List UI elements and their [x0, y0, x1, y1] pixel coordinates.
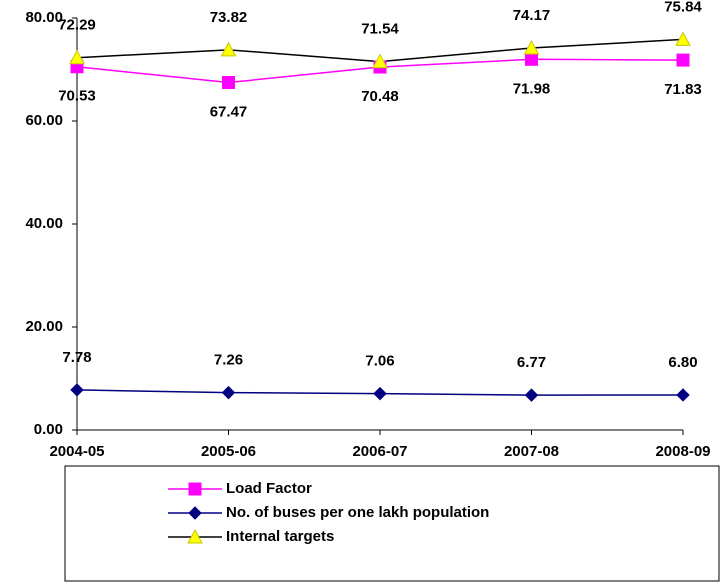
data-label: 7.26 [214, 352, 243, 369]
legend-label: Load Factor [226, 480, 312, 497]
marker [676, 53, 690, 67]
marker [70, 383, 84, 397]
x-tick-label: 2007-08 [504, 443, 559, 460]
data-label: 7.78 [62, 349, 91, 366]
marker [524, 388, 539, 402]
x-tick-label: 2005-06 [201, 443, 256, 460]
marker [675, 31, 691, 46]
data-label: 72.29 [58, 17, 96, 34]
marker [525, 52, 538, 66]
y-tick-label: 80.00 [25, 9, 63, 26]
marker [373, 386, 387, 401]
data-label: 67.47 [210, 103, 248, 120]
marker [523, 39, 540, 55]
y-tick-label: 40.00 [25, 215, 63, 232]
marker [69, 49, 85, 65]
marker [372, 53, 388, 69]
data-label: 6.80 [668, 354, 697, 371]
y-tick-label: 20.00 [25, 318, 63, 335]
data-label: 75.84 [664, 0, 702, 15]
legend-label: No. of buses per one lakh population [226, 504, 489, 521]
data-label: 71.98 [513, 80, 551, 97]
legend-label: Internal targets [226, 528, 334, 545]
legend-box [64, 465, 720, 582]
y-tick-label: 0.00 [34, 421, 63, 438]
y-tick-label: 60.00 [25, 112, 63, 129]
x-tick-label: 2004-05 [49, 443, 104, 460]
data-label: 73.82 [210, 9, 248, 26]
marker [222, 76, 235, 90]
marker [220, 41, 237, 57]
data-label: 71.83 [664, 81, 702, 98]
data-label: 70.53 [58, 88, 96, 105]
marker [188, 482, 202, 496]
marker [221, 385, 236, 400]
marker [188, 506, 202, 520]
marker [187, 528, 203, 544]
x-tick-label: 2006-07 [352, 443, 407, 460]
data-label: 74.17 [513, 7, 551, 24]
data-label: 6.77 [517, 354, 546, 371]
marker [676, 388, 690, 402]
data-label: 7.06 [365, 353, 394, 370]
x-tick-label: 2008-09 [655, 443, 710, 460]
data-label: 71.54 [361, 21, 399, 38]
data-label: 70.48 [361, 88, 399, 105]
